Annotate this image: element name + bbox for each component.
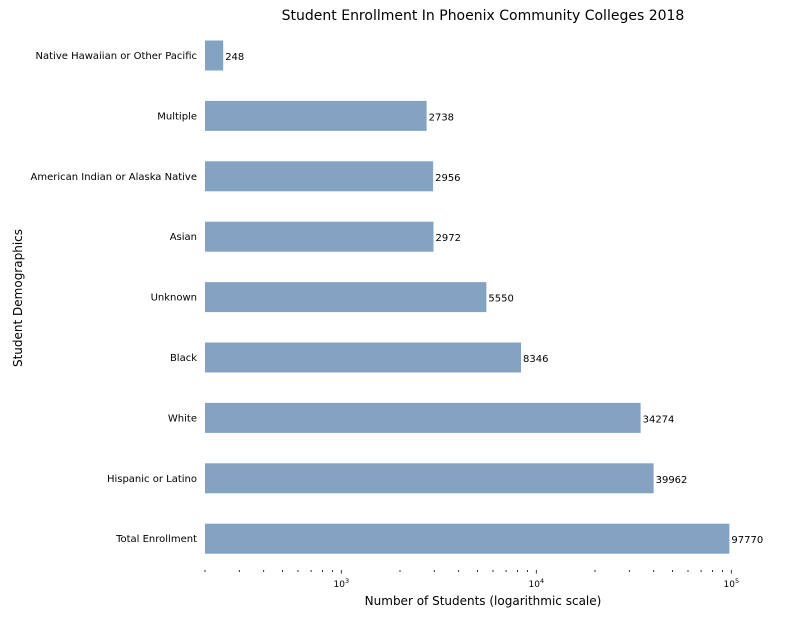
category-labels-group: Native Hawaiian or Other Pacific Multiple…: [31, 51, 198, 545]
value-label: 2738: [429, 112, 454, 123]
category-label: Hispanic or Latino: [107, 474, 197, 485]
x-tick-label: 103: [334, 577, 350, 590]
category-label: Native Hawaiian or Other Pacific: [36, 51, 197, 62]
category-label: American Indian or Alaska Native: [31, 172, 198, 183]
category-label: Black: [170, 353, 197, 364]
chart-title: Student Enrollment In Phoenix Community …: [282, 8, 685, 24]
bar: [205, 40, 224, 71]
bars-group: [205, 40, 730, 554]
bar: [205, 161, 434, 192]
value-label: 8346: [523, 354, 548, 365]
x-axis-label: Number of Students (logarithmic scale): [365, 594, 602, 608]
bar: [205, 221, 434, 252]
bar: [205, 463, 654, 494]
bar: [205, 100, 427, 131]
x-axis-ticks-group: 103 104 105: [204, 570, 740, 590]
bar: [205, 282, 487, 313]
x-tick-label: 105: [724, 577, 740, 590]
category-label: Unknown: [151, 293, 197, 304]
value-labels-group: 248 2738 2956 2972 5550 8346 34274 39962 97770: [225, 52, 763, 546]
value-label: 97770: [731, 535, 763, 546]
value-label: 39962: [656, 475, 688, 486]
category-label: Multiple: [157, 111, 197, 122]
value-label: 248: [225, 52, 244, 63]
category-label: Asian: [170, 232, 197, 243]
value-label: 2972: [436, 233, 461, 244]
value-label: 2956: [435, 173, 460, 184]
bar: [205, 523, 730, 554]
y-axis-label: Student Demographics: [11, 229, 25, 367]
category-label: White: [168, 413, 197, 424]
bar: [205, 342, 521, 373]
value-label: 5550: [488, 294, 513, 305]
category-label: Total Enrollment: [115, 534, 197, 545]
x-tick-label: 104: [529, 577, 545, 590]
bar: [205, 402, 641, 433]
value-label: 34274: [643, 414, 675, 425]
